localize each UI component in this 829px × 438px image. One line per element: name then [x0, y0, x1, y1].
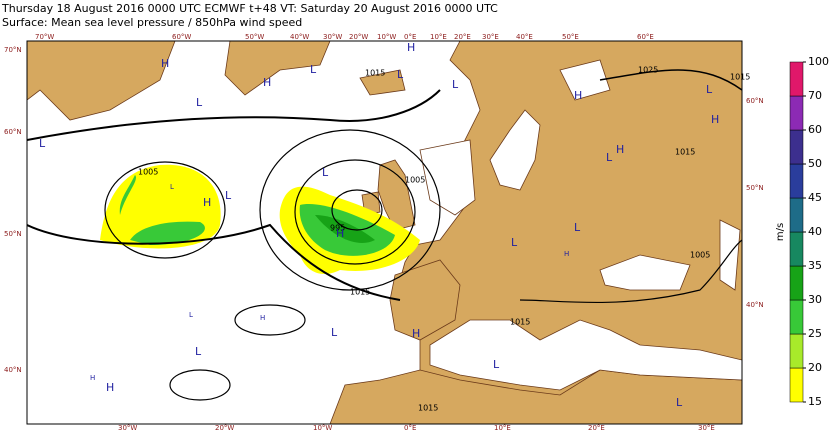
colorbar-label: 25: [808, 327, 822, 340]
pressure-center: L: [574, 221, 581, 234]
colorbar-label: 20: [808, 361, 822, 374]
lat-label: 40°N: [746, 301, 764, 309]
isobar-label: 1005: [138, 168, 158, 177]
lat-label: 50°N: [746, 184, 764, 192]
colorbar-bin: [789, 61, 804, 97]
pressure-center: L: [189, 311, 193, 319]
isobar-label: 1015: [510, 318, 530, 327]
pressure-center: L: [452, 78, 459, 91]
pressure-center: H: [263, 76, 271, 89]
pressure-center: L: [39, 137, 46, 150]
pressure-center: H: [574, 89, 582, 102]
colorbar-bin: [789, 197, 804, 233]
map: [26, 40, 743, 425]
lat-label: 60°N: [4, 128, 22, 136]
pressure-center: L: [397, 68, 404, 81]
lon-label: 0°E: [404, 424, 416, 432]
colorbar-label: 40: [808, 225, 822, 238]
isobar-label: 1015: [350, 288, 370, 297]
lon-label: 60°E: [637, 33, 654, 41]
pressure-center: H: [161, 57, 169, 70]
colorbar-label: 15: [808, 395, 822, 408]
pressure-center: H: [260, 314, 265, 322]
colorbar-bin: [789, 129, 804, 165]
colorbar-label: 30: [808, 293, 822, 306]
isobar-label: 995: [330, 224, 345, 233]
isobar-label: 1005: [690, 251, 710, 260]
colorbar-bin: [789, 367, 804, 403]
lat-label: 50°N: [4, 230, 22, 238]
pressure-center: H: [106, 381, 114, 394]
lon-label: 20°E: [454, 33, 471, 41]
colorbar-bin: [789, 231, 804, 267]
lon-label: 10°E: [494, 424, 511, 432]
isobar-label: 1005: [405, 176, 425, 185]
pressure-center: H: [564, 250, 569, 258]
lon-label: 10°E: [430, 33, 447, 41]
isobar-label: 1025: [638, 66, 658, 75]
pressure-center: H: [203, 196, 211, 209]
isobar-label: 1015: [675, 148, 695, 157]
title-line2: Surface: Mean sea level pressure / 850hP…: [2, 16, 302, 29]
colorbar: 15 20 25 30 35 40 45 50 60 70 100 m/s: [775, 55, 829, 408]
pressure-center: H: [412, 327, 420, 340]
lon-label: 50°W: [245, 33, 264, 41]
lon-label: 40°W: [290, 33, 309, 41]
pressure-center: L: [225, 189, 232, 202]
pressure-center: L: [196, 96, 203, 109]
colorbar-label: 35: [808, 259, 822, 272]
colorbar-label: 60: [808, 123, 822, 136]
pressure-center: H: [90, 374, 95, 382]
pressure-center: L: [170, 183, 174, 191]
lon-label: 0°E: [404, 33, 416, 41]
pressure-center: L: [322, 166, 329, 179]
pressure-center: H: [616, 143, 624, 156]
lon-label: 30°E: [698, 424, 715, 432]
pressure-center: H: [407, 41, 415, 54]
pressure-center: H: [711, 113, 719, 126]
title-line1: Thursday 18 August 2016 0000 UTC ECMWF t…: [1, 2, 498, 15]
colorbar-label: 100: [808, 55, 829, 68]
colorbar-bin: [789, 163, 804, 199]
isobar-label: 1015: [730, 73, 750, 82]
pressure-center: L: [511, 236, 518, 249]
lon-label: 20°E: [588, 424, 605, 432]
pressure-center: L: [706, 83, 713, 96]
lon-label: 30°W: [118, 424, 137, 432]
pressure-center: L: [676, 396, 683, 409]
lon-label: 20°W: [349, 33, 368, 41]
colorbar-bin: [789, 333, 804, 369]
colorbar-label: 70: [808, 89, 822, 102]
pressure-center: L: [310, 63, 317, 76]
lon-label: 40°E: [516, 33, 533, 41]
lon-label: 70°W: [35, 33, 54, 41]
lon-label: 20°W: [215, 424, 234, 432]
lat-label: 70°N: [4, 46, 22, 54]
colorbar-label: 45: [808, 191, 822, 204]
lon-label: 30°W: [323, 33, 342, 41]
pressure-center: L: [493, 358, 500, 371]
colorbar-bin: [789, 299, 804, 335]
pressure-center: L: [606, 151, 613, 164]
pressure-center: H: [336, 227, 344, 240]
colorbar-unit: m/s: [775, 223, 786, 241]
isobar-label: 1015: [365, 69, 385, 78]
pressure-center: L: [195, 345, 202, 358]
colorbar-bin: [789, 95, 804, 131]
lat-label: 40°N: [4, 366, 22, 374]
lon-label: 50°E: [562, 33, 579, 41]
colorbar-bin: [789, 265, 804, 301]
lon-label: 60°W: [172, 33, 191, 41]
lon-label: 10°W: [377, 33, 396, 41]
lat-label: 60°N: [746, 97, 764, 105]
pressure-center: L: [331, 326, 338, 339]
lon-label: 30°E: [482, 33, 499, 41]
lon-label: 10°W: [313, 424, 332, 432]
colorbar-label: 50: [808, 157, 822, 170]
isobar-label: 1015: [418, 404, 438, 413]
